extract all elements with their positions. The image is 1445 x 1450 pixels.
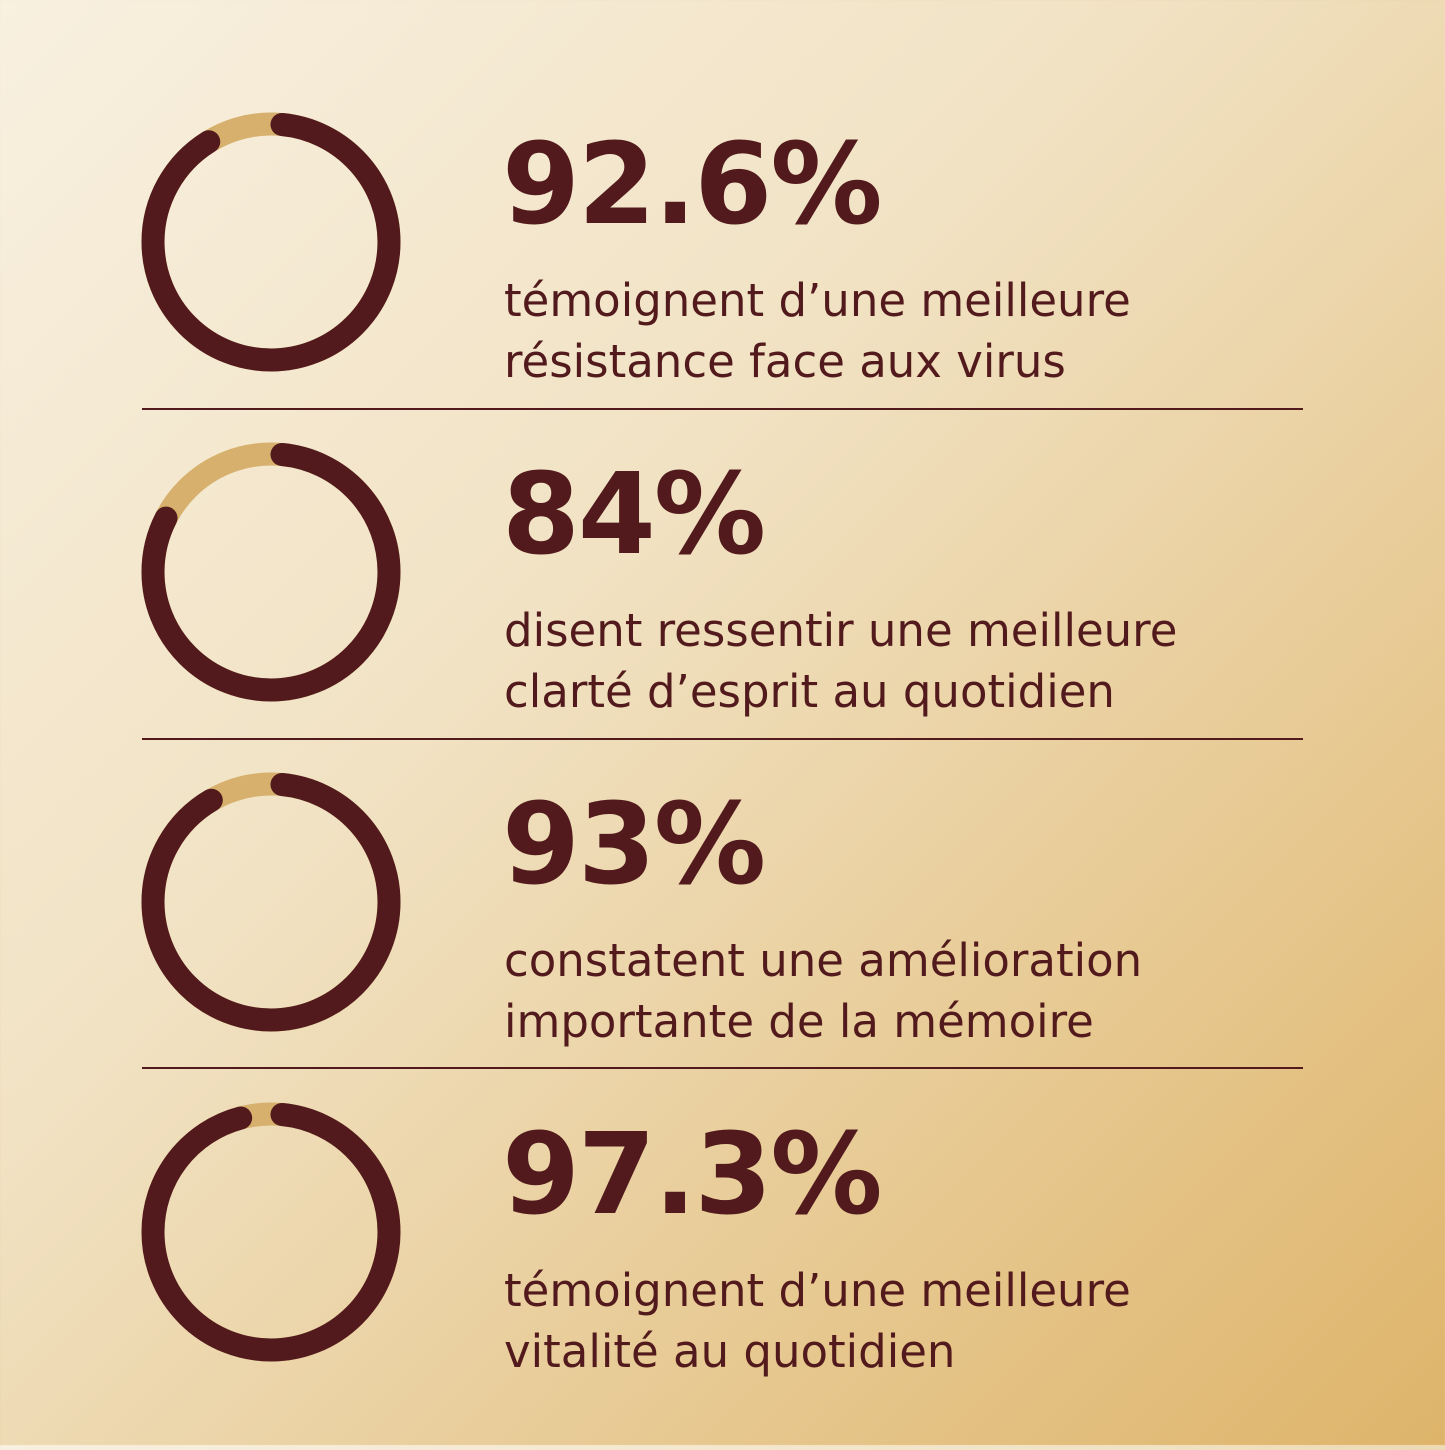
- stat-description: disent ressentir une meilleure clarté d’e…: [504, 600, 1404, 722]
- divider: [142, 737, 1303, 740]
- progress-ring: [141, 442, 401, 702]
- stat-value: 92.6%: [502, 120, 883, 250]
- stat-item: 93% constatent une amélioration importante…: [0, 772, 1445, 1120]
- description-line: témoignent d’une meilleure: [504, 1264, 1131, 1317]
- description-line: témoignent d’une meilleure: [504, 274, 1131, 327]
- ring-value-arc: [141, 112, 401, 372]
- description-line: clarté d’esprit au quotidien: [504, 665, 1115, 718]
- stat-description: témoignent d’une meilleure résistance fac…: [504, 270, 1404, 392]
- stat-value: 93%: [502, 780, 766, 910]
- stat-item: 92.6% témoignent d’une meilleure résistanc…: [0, 112, 1445, 460]
- progress-ring: [141, 772, 401, 1032]
- stat-description: constatent une amélioration importante de…: [504, 930, 1404, 1052]
- description-line: vitalité au quotidien: [504, 1325, 956, 1378]
- description-line: constatent une amélioration: [504, 934, 1143, 987]
- divider: [142, 408, 1303, 410]
- progress-ring: [141, 1102, 401, 1362]
- ring-value-arc: [141, 442, 401, 702]
- stat-description: témoignent d’une meilleure vitalité au qu…: [504, 1260, 1404, 1382]
- ring-value-arc: [141, 772, 401, 1032]
- description-line: résistance face aux virus: [504, 335, 1066, 388]
- stat-item: 97.3% témoignent d’une meilleure vitalité …: [0, 1102, 1445, 1450]
- progress-ring: [141, 112, 401, 372]
- ring-value-arc: [141, 1102, 401, 1362]
- description-line: importante de la mémoire: [504, 995, 1094, 1048]
- stat-item: 84% disent ressentir une meilleure clarté …: [0, 442, 1445, 790]
- stat-value: 84%: [502, 450, 766, 580]
- divider: [142, 1067, 1303, 1069]
- stat-value: 97.3%: [502, 1110, 883, 1240]
- description-line: disent ressentir une meilleure: [504, 604, 1178, 657]
